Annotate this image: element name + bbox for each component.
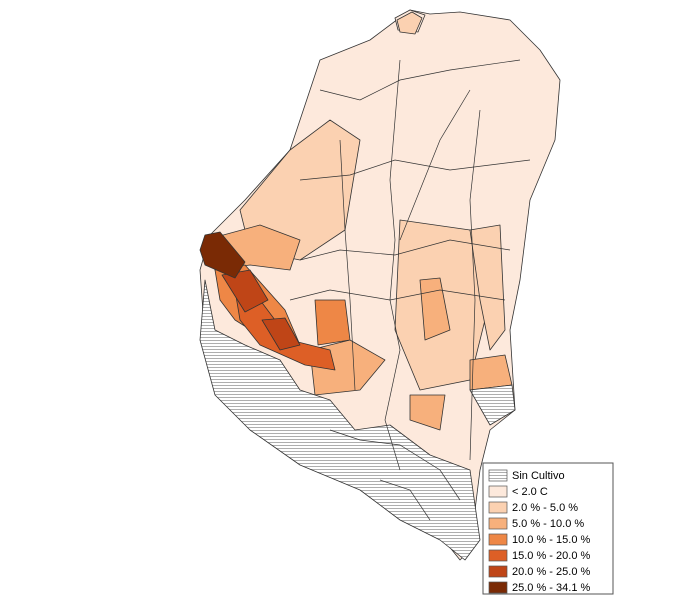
legend-swatch [488, 581, 508, 594]
river [399, 89, 471, 241]
legend-label: 15.0 % - 20.0 % [512, 550, 590, 562]
legend-label: 5.0 % - 10.0 % [512, 518, 584, 530]
border [299, 159, 531, 181]
region [396, 11, 423, 35]
legend-label: < 2.0 C [512, 486, 548, 498]
legend-swatch [488, 517, 508, 530]
province-map [199, 9, 561, 561]
region [469, 224, 506, 351]
legend: Sin Cultivo < 2.0 C 2.0 % - 5.0 % 5.0 % - 1… [482, 462, 614, 595]
region [261, 317, 301, 351]
border [339, 139, 356, 391]
legend-swatch [488, 549, 508, 562]
region [409, 394, 446, 431]
legend-swatch [488, 565, 508, 578]
region [314, 299, 351, 346]
border [329, 429, 461, 501]
legend-label: 20.0 % - 25.0 % [512, 566, 590, 578]
region [469, 384, 516, 426]
region [469, 354, 513, 391]
legend-label: Sin Cultivo [512, 470, 565, 482]
region [199, 231, 246, 279]
legend-label: 2.0 % - 5.0 % [512, 502, 578, 514]
river [384, 59, 401, 471]
internal-borders [289, 59, 531, 521]
border [469, 109, 481, 461]
border [319, 59, 521, 101]
region [234, 289, 336, 371]
legend-swatch [488, 533, 508, 546]
legend-swatch [488, 469, 508, 482]
region [221, 269, 269, 313]
legend-swatch [488, 501, 508, 514]
border [299, 239, 511, 261]
border [379, 479, 431, 521]
region [419, 277, 451, 341]
legend-swatch [488, 485, 508, 498]
legend-label: 10.0 % - 15.0 % [512, 534, 590, 546]
region [239, 119, 361, 261]
legend-label: 25.0 % - 34.1 % [512, 582, 590, 594]
border [289, 289, 506, 301]
